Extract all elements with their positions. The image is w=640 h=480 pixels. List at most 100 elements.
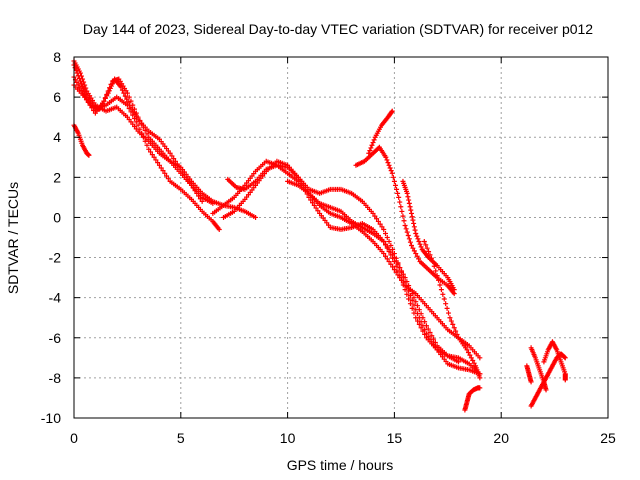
data-point: [384, 256, 390, 262]
data-point: [176, 164, 182, 170]
data-point: [370, 140, 376, 146]
data-point: [413, 251, 419, 257]
data-point: [415, 303, 421, 309]
data-point: [107, 85, 113, 91]
data-point: [82, 94, 88, 100]
data-point: [430, 259, 436, 265]
data-point: [405, 194, 411, 200]
data-point: [411, 310, 417, 316]
data-point: [399, 269, 405, 275]
data-point: [421, 239, 427, 245]
data-point: [210, 200, 216, 206]
data-point: [125, 99, 131, 105]
series-arc-5: [71, 122, 92, 158]
data-point: [392, 182, 398, 188]
data-point: [388, 243, 394, 249]
y-tick-label: 0: [53, 209, 61, 225]
data-point: [140, 124, 146, 130]
data-point: [415, 318, 421, 324]
data-point: [409, 305, 415, 311]
data-point: [448, 318, 454, 324]
x-tick-label: 10: [280, 430, 296, 446]
data-point: [413, 299, 419, 305]
data-point: [101, 98, 107, 104]
data-point: [406, 236, 412, 242]
data-point: [130, 102, 136, 108]
data-point: [390, 255, 396, 261]
data-point: [384, 245, 390, 251]
data-point: [447, 315, 453, 321]
data-point: [104, 91, 110, 97]
data-point: [411, 220, 417, 226]
series-arc-10: [353, 144, 457, 297]
data-point: [383, 242, 388, 248]
data-point: [409, 297, 415, 303]
data-point: [192, 188, 198, 194]
data-point: [431, 263, 437, 269]
data-point: [423, 242, 429, 248]
data-point: [389, 108, 395, 114]
series-arc-9: [285, 178, 483, 361]
data-point: [395, 272, 401, 278]
data-point: [199, 198, 205, 204]
data-point: [151, 154, 157, 160]
data-point: [415, 236, 421, 242]
series-arc-4: [71, 76, 205, 204]
data-point: [190, 185, 196, 191]
data-point: [411, 248, 417, 254]
data-point: [87, 102, 93, 108]
data-point: [470, 358, 476, 364]
data-point: [427, 252, 433, 258]
data-point: [197, 196, 203, 202]
data-point: [137, 118, 143, 124]
data-point: [76, 75, 82, 81]
data-point: [400, 274, 406, 280]
data-point: [313, 205, 319, 211]
data-point: [437, 282, 443, 288]
data-point: [395, 190, 401, 196]
data-points: [71, 58, 568, 413]
data-point: [194, 190, 200, 196]
data-point: [140, 134, 146, 140]
data-point: [188, 182, 194, 188]
data-point: [370, 210, 376, 216]
data-point: [406, 197, 412, 203]
data-point: [404, 190, 410, 196]
data-point: [158, 165, 164, 171]
data-point: [78, 81, 84, 87]
data-point: [471, 360, 477, 366]
data-point: [408, 210, 414, 216]
axis-ticks: 0 5 10 15 20 25 -10 -8 -6 -4 -2 0 2 4 6 8: [41, 49, 616, 446]
data-point: [391, 178, 397, 184]
data-point: [135, 122, 141, 128]
data-point: [83, 97, 89, 103]
data-point: [433, 268, 439, 274]
data-point: [398, 204, 404, 210]
data-point: [91, 107, 97, 113]
data-point: [165, 176, 171, 182]
data-point: [308, 197, 314, 203]
data-point: [388, 168, 394, 174]
data-point: [425, 326, 431, 332]
data-point: [153, 157, 159, 163]
data-point: [406, 200, 412, 206]
data-point: [80, 83, 86, 89]
y-tick-label: -4: [49, 290, 62, 306]
x-tick-label: 25: [600, 430, 616, 446]
data-point: [126, 94, 132, 100]
data-point: [443, 301, 449, 307]
y-tick-label: 2: [53, 169, 61, 185]
y-tick-label: -10: [41, 410, 61, 426]
data-point: [164, 173, 170, 179]
data-point: [414, 233, 420, 239]
data-point: [384, 157, 390, 163]
data-point: [368, 145, 374, 151]
data-point: [451, 287, 457, 293]
data-point: [441, 296, 447, 302]
data-point: [410, 245, 416, 251]
data-point: [390, 247, 396, 253]
data-point: [216, 226, 222, 232]
data-point: [400, 213, 406, 219]
data-point: [75, 73, 81, 79]
